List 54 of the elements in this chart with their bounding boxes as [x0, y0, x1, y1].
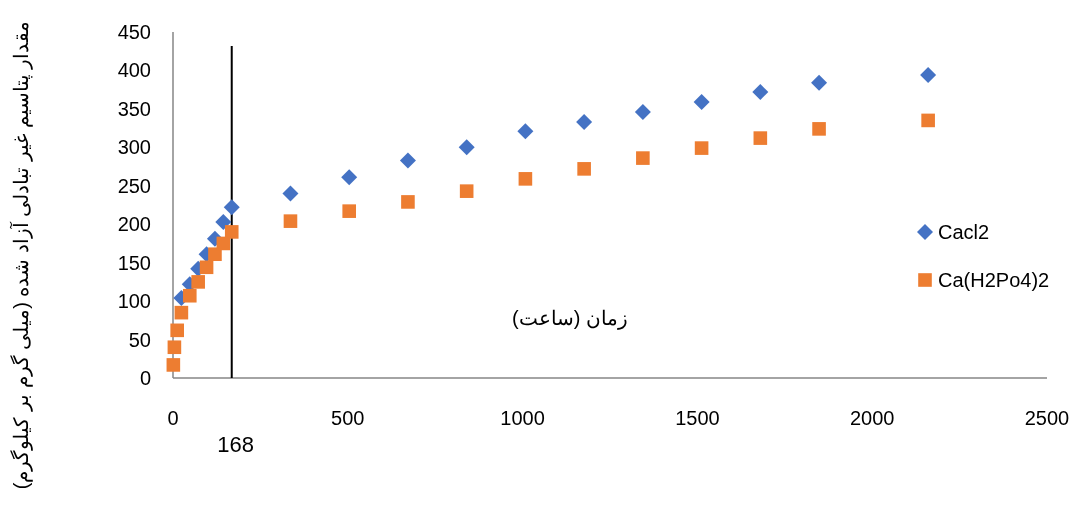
point [634, 103, 651, 120]
y-tick-label: 400 [117, 59, 151, 82]
y-tick-label: 350 [117, 97, 151, 120]
ref-line-label: 168 [217, 432, 255, 457]
point [224, 225, 239, 239]
x-tick-label: 500 [331, 407, 365, 429]
y-tick-label: 300 [117, 136, 151, 159]
point [811, 74, 828, 91]
point [401, 195, 415, 209]
point [636, 151, 650, 165]
y-tick-label: 450 [117, 21, 151, 43]
point [215, 213, 232, 230]
x-tick-label: 1000 [500, 407, 545, 429]
y-tick-label: 50 [128, 328, 151, 351]
point [208, 247, 222, 262]
point [812, 122, 826, 136]
y-tick-label: 100 [117, 290, 151, 313]
x-tick-label: 1500 [675, 407, 720, 429]
point [182, 288, 197, 303]
point [166, 358, 181, 372]
point [342, 204, 356, 218]
y-tick-label: 200 [117, 213, 151, 236]
point [167, 340, 182, 355]
point [752, 83, 769, 100]
point [283, 214, 298, 228]
point [920, 67, 937, 84]
point [282, 185, 299, 202]
point [174, 305, 189, 320]
y-tick-label: 150 [117, 251, 151, 274]
point [693, 93, 710, 110]
y-axis-title: مقدار پتاسیم غیر تبادلی آزاد شده (میلی گرم بر کیلوگرم) [9, 20, 33, 490]
point [517, 123, 534, 140]
point [518, 172, 533, 186]
point [399, 152, 416, 169]
point [170, 323, 184, 338]
y-tick-label: 250 [117, 174, 151, 197]
legend-label: Cacl2 [938, 221, 990, 243]
point [577, 162, 591, 176]
y-tick-label: 0 [139, 367, 151, 389]
point [753, 131, 768, 145]
x-axis-title: زمان (ساعت) [512, 307, 628, 330]
point [223, 199, 240, 216]
point [191, 275, 205, 289]
x-tick-label: 0 [167, 407, 179, 429]
point [458, 139, 475, 156]
point [694, 141, 709, 155]
point [921, 113, 935, 128]
point [459, 184, 474, 198]
point [199, 260, 214, 275]
legend-label: Ca(H2Po4)2 [938, 269, 1050, 291]
x-tick-label: 2000 [849, 407, 895, 429]
point [576, 113, 593, 130]
point [341, 169, 358, 186]
x-tick-label: 2500 [1024, 407, 1070, 429]
